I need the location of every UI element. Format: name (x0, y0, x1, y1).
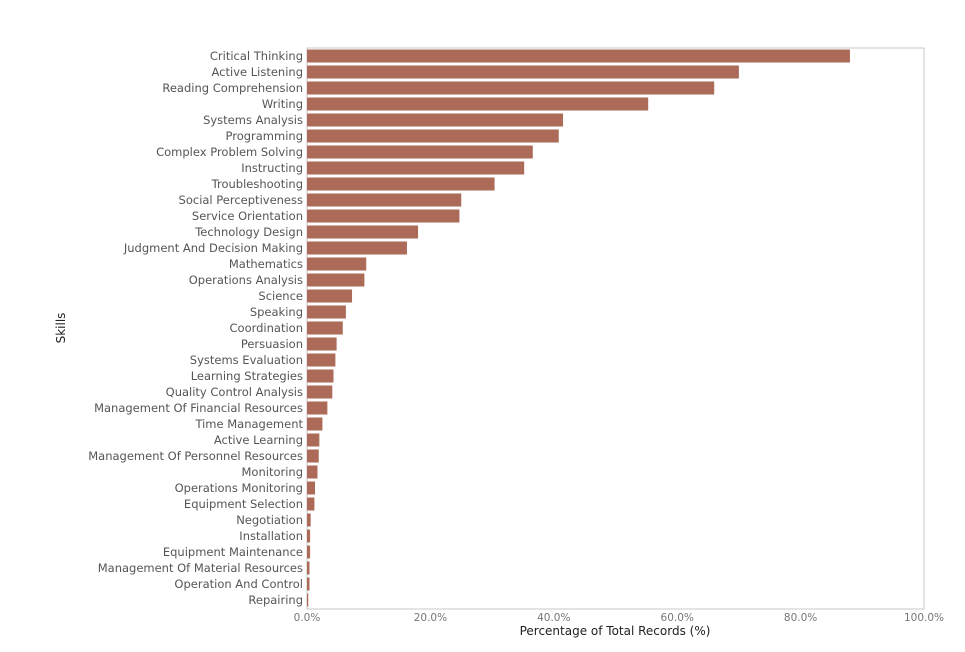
category-label: Management Of Material Resources (98, 561, 303, 575)
bar (307, 241, 407, 255)
bar (307, 417, 323, 431)
bar (307, 225, 419, 239)
bar (307, 337, 337, 351)
x-tick-label: 40.0% (537, 612, 570, 624)
bar (307, 145, 533, 159)
category-label: Speaking (250, 305, 303, 319)
bar (307, 305, 346, 319)
category-labels: Critical Thinking Active Listening Reading… (88, 49, 303, 607)
bar (307, 577, 310, 591)
bar (307, 257, 367, 271)
bar (307, 209, 460, 223)
bar (307, 449, 319, 463)
category-label: Writing (262, 97, 303, 111)
category-label: Operation And Control (174, 577, 303, 591)
bar (307, 129, 559, 143)
x-tick-label: 100.0% (904, 612, 944, 624)
category-label: Judgment And Decision Making (123, 241, 303, 255)
bar (307, 177, 495, 191)
bar (307, 65, 739, 79)
category-label: Repairing (248, 593, 303, 607)
bars-group (307, 49, 850, 607)
bar (307, 593, 309, 607)
bar (307, 161, 525, 175)
bar (307, 193, 462, 207)
category-label: Learning Strategies (191, 369, 303, 383)
category-label: Equipment Selection (184, 497, 303, 511)
category-label: Operations Monitoring (175, 481, 303, 495)
category-label: Active Listening (212, 65, 303, 79)
bar (307, 433, 320, 447)
category-label: Reading Comprehension (162, 81, 303, 95)
category-label: Management Of Personnel Resources (88, 449, 303, 463)
bar (307, 545, 311, 559)
category-label: Installation (239, 529, 303, 543)
category-label: Complex Problem Solving (156, 145, 303, 159)
x-tick-label: 20.0% (414, 612, 447, 624)
category-label: Social Perceptiveness (179, 193, 303, 207)
category-label: Operations Analysis (189, 273, 303, 287)
x-tick-label: 0.0% (294, 612, 321, 624)
category-label: Time Management (194, 417, 303, 431)
category-label: Equipment Maintenance (163, 545, 303, 559)
bar (307, 401, 328, 415)
bar (307, 465, 318, 479)
category-label: Systems Evaluation (190, 353, 303, 367)
bar (307, 353, 336, 367)
bar (307, 273, 365, 287)
bar (307, 385, 333, 399)
y-axis-title: Skills (54, 313, 68, 344)
category-label: Science (258, 289, 303, 303)
category-label: Active Learning (214, 433, 303, 447)
bar (307, 49, 850, 63)
category-label: Instructing (241, 161, 303, 175)
bar (307, 481, 316, 495)
bar (307, 81, 715, 95)
bar (307, 321, 343, 335)
bar (307, 369, 334, 383)
bar (307, 529, 311, 543)
category-label: Technology Design (194, 225, 303, 239)
bar (307, 97, 649, 111)
category-label: Coordination (230, 321, 304, 335)
x-tick-label: 60.0% (661, 612, 694, 624)
category-label: Systems Analysis (203, 113, 303, 127)
category-label: Management Of Financial Resources (94, 401, 303, 415)
bar (307, 289, 353, 303)
category-label: Critical Thinking (210, 49, 303, 63)
category-label: Programming (225, 129, 303, 143)
category-label: Troubleshooting (211, 177, 303, 191)
category-label: Negotiation (236, 513, 303, 527)
x-axis-title: Percentage of Total Records (%) (520, 624, 711, 638)
category-label: Quality Control Analysis (166, 385, 303, 399)
category-label: Monitoring (242, 465, 304, 479)
x-axis-ticks: 0.0% 20.0% 40.0% 60.0% 80.0% 100.0% (294, 612, 944, 624)
category-label: Service Orientation (192, 209, 303, 223)
x-tick-label: 80.0% (784, 612, 817, 624)
bar (307, 113, 564, 127)
bar (307, 497, 315, 511)
bar (307, 513, 311, 527)
category-label: Mathematics (229, 257, 303, 271)
category-label: Persuasion (241, 337, 303, 351)
bar (307, 561, 310, 575)
